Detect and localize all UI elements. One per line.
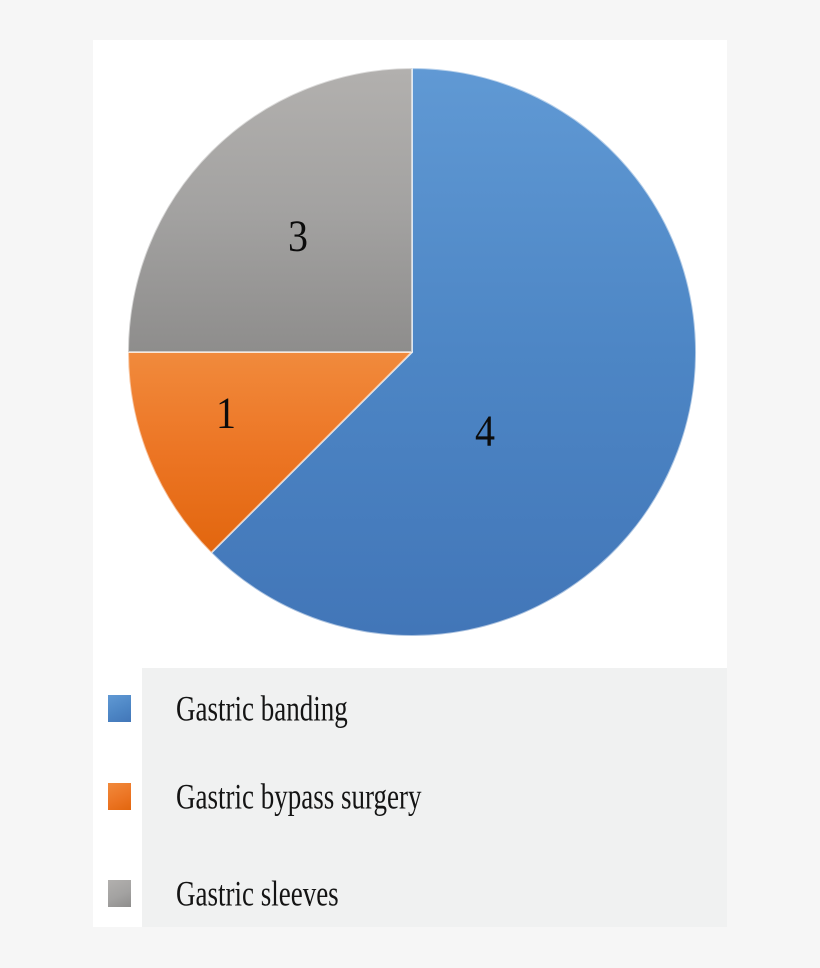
slice-value-label-gastric-sleeves: 3 bbox=[288, 210, 308, 261]
slice-value-label-gastric-banding: 4 bbox=[475, 405, 495, 456]
legend-item-label: Gastric bypass surgery bbox=[176, 775, 422, 816]
legend-background-panel bbox=[142, 668, 727, 927]
legend-item-gastric-sleeves: Gastric sleeves bbox=[0, 875, 820, 911]
legend-swatch-gray-icon bbox=[108, 880, 131, 907]
legend-item-gastric-banding: Gastric banding bbox=[0, 690, 820, 726]
slice-value-label-gastric-bypass-surgery: 1 bbox=[216, 387, 236, 438]
legend-item-gastric-bypass-surgery: Gastric bypass surgery bbox=[0, 778, 820, 814]
legend-swatch-orange-icon bbox=[108, 783, 131, 810]
legend-item-label: Gastric sleeves bbox=[176, 872, 339, 913]
legend-item-label: Gastric banding bbox=[176, 687, 348, 728]
legend-swatch-blue-icon bbox=[108, 695, 131, 722]
